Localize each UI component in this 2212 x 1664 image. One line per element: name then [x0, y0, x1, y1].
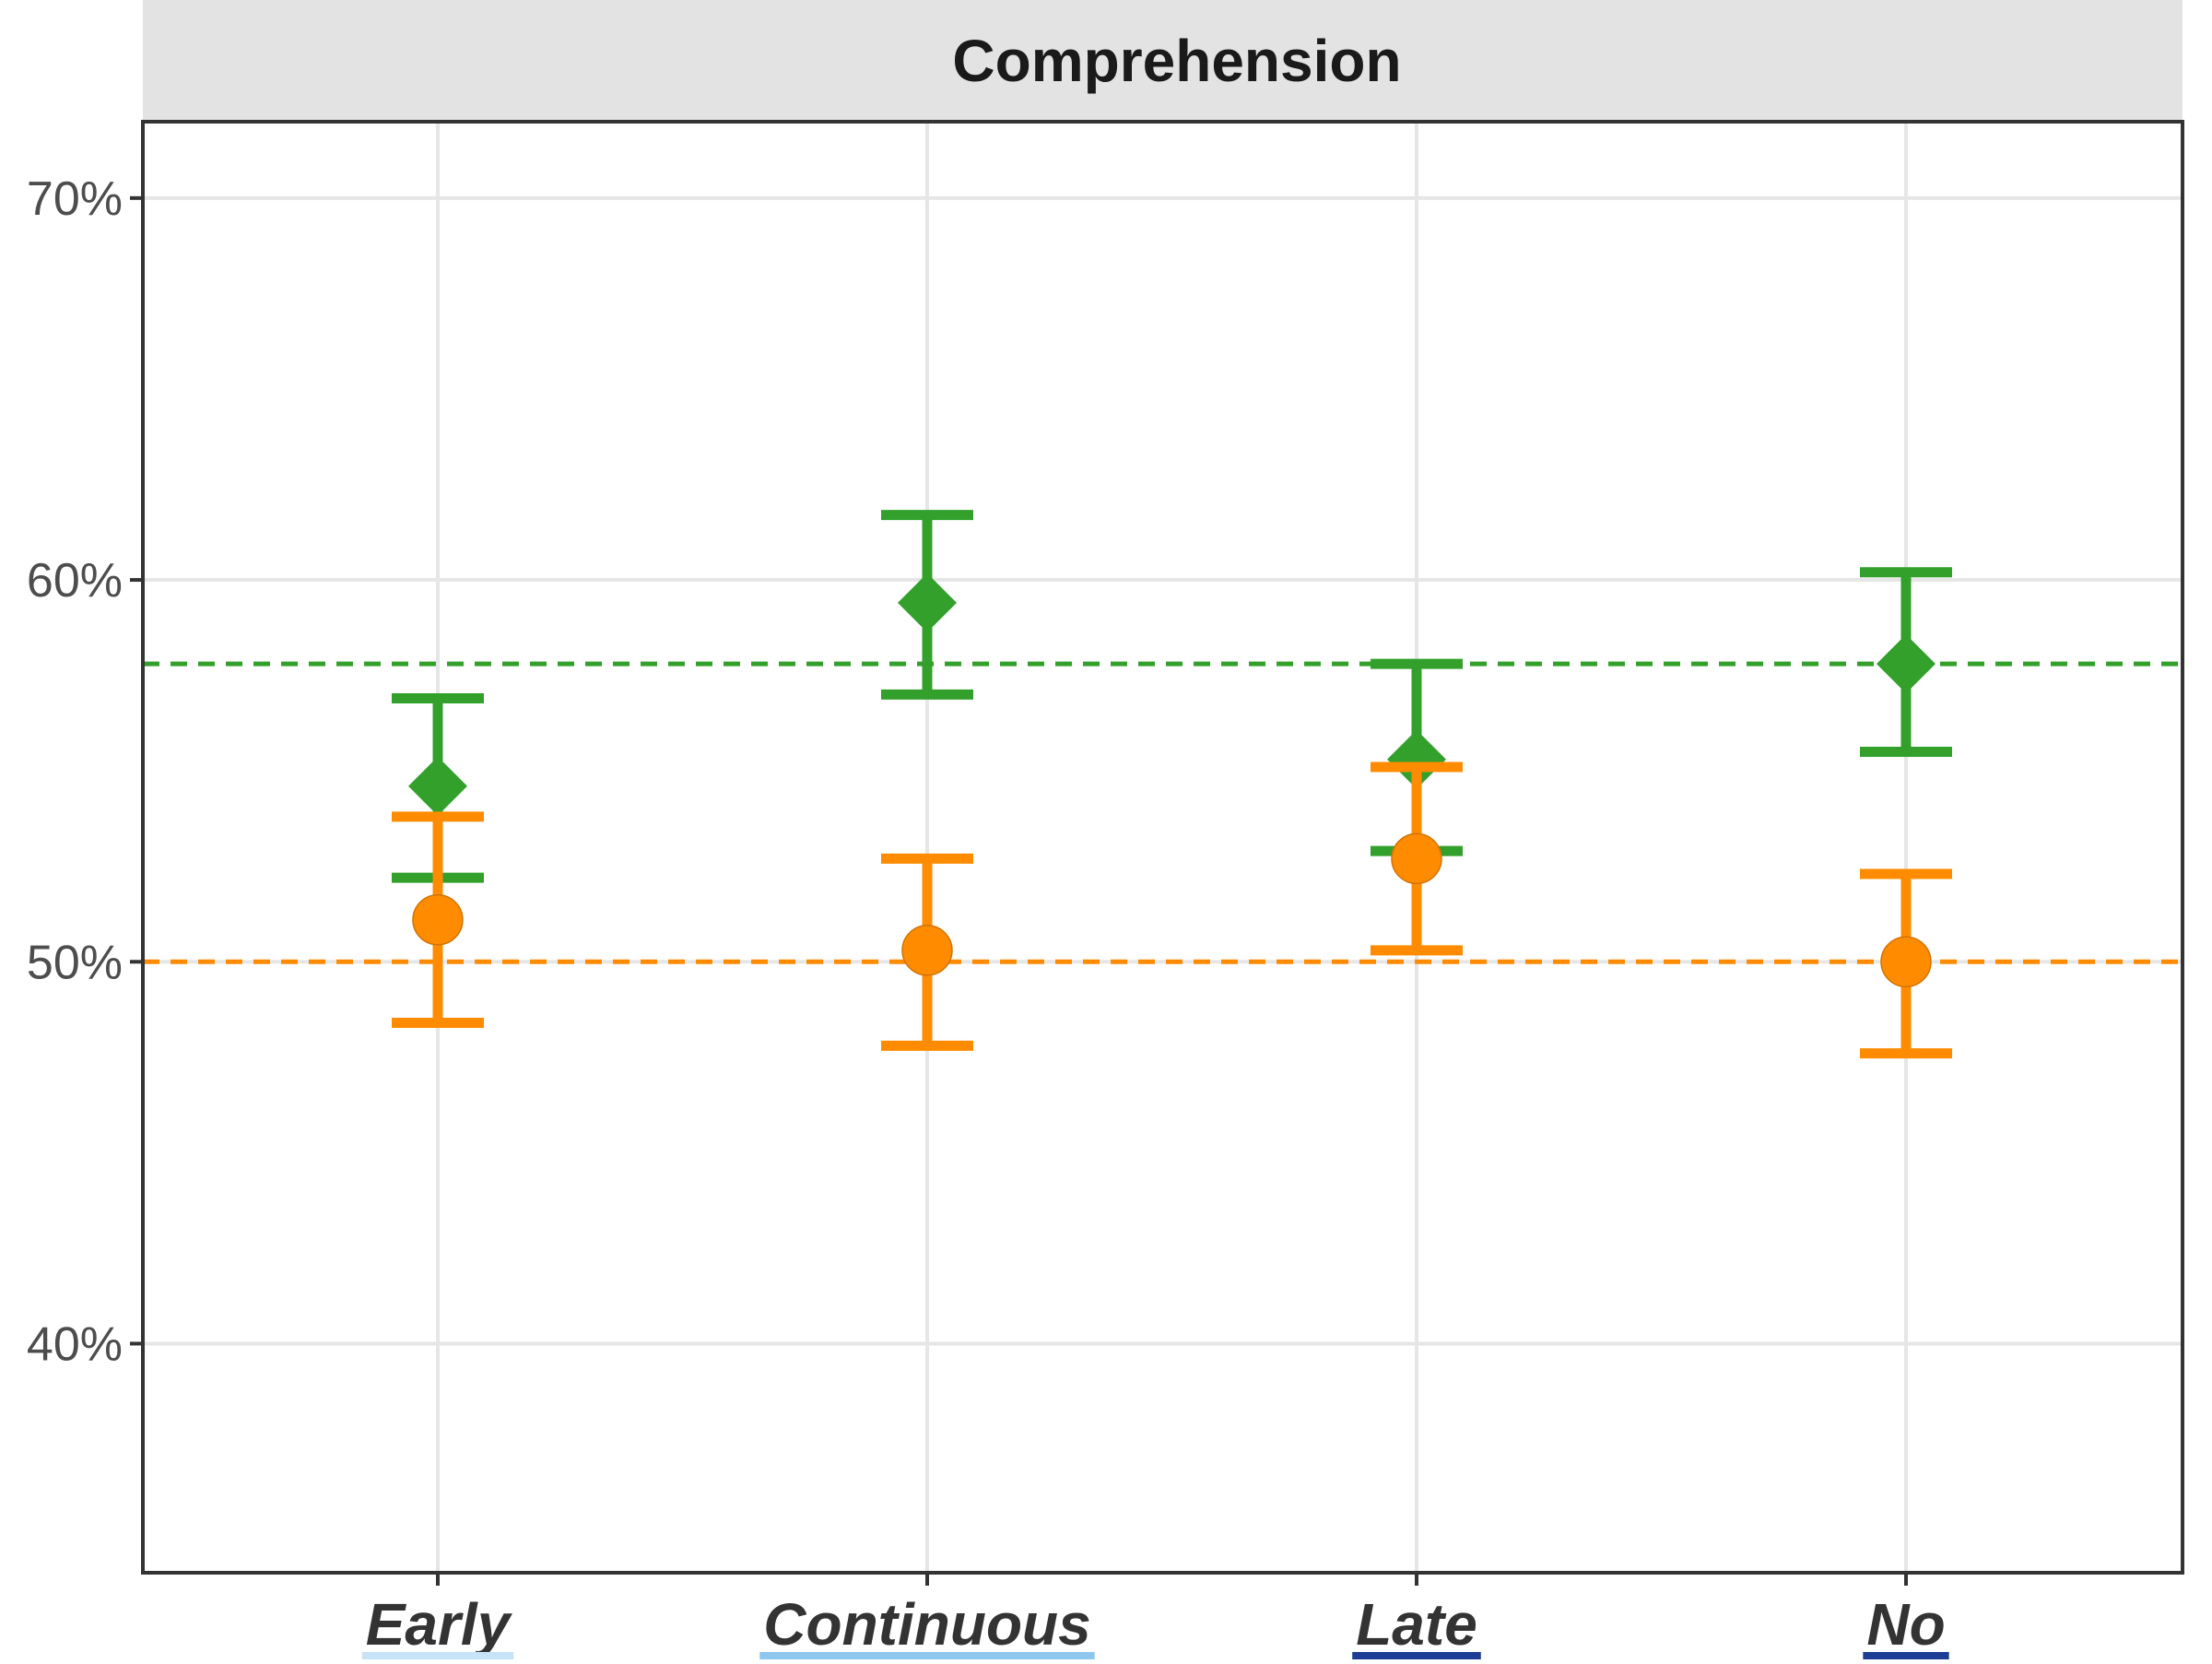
x-tick-label-2: Late [1356, 1591, 1477, 1658]
x-label-underline-3 [1863, 1652, 1949, 1659]
x-label-underline-2 [1352, 1652, 1481, 1659]
x-tick-label-3: No [1866, 1591, 1945, 1658]
point-circle [412, 893, 464, 946]
series-0-point-group-3 [1860, 567, 1952, 757]
y-tick-label-3: 70% [27, 172, 123, 226]
title-strip [143, 0, 2183, 122]
point-diamond [1877, 634, 1936, 694]
series-0-point-group-1 [881, 510, 973, 700]
y-tick-label-0: 40% [27, 1317, 123, 1371]
grid [143, 122, 2183, 1573]
point-circle [1880, 936, 1932, 988]
x-label-underline-1 [759, 1652, 1095, 1659]
x-label-underline-0 [361, 1652, 514, 1659]
y-axis: 40% 50% 60% 70% [27, 172, 143, 1371]
point-diamond [408, 756, 467, 816]
x-axis: Early Continuous Late No [361, 1573, 1949, 1659]
series-1-point-group-3 [1860, 868, 1952, 1059]
point-circle [901, 925, 953, 976]
point-diamond [1387, 729, 1446, 789]
data-marks [392, 510, 1952, 1059]
series-0-point-group-2 [1371, 658, 1463, 856]
y-tick-label-1: 50% [27, 936, 123, 989]
series-1-point-group-2 [1371, 761, 1463, 956]
point-circle [1391, 832, 1442, 885]
series-1-point-group-0 [392, 811, 484, 1029]
chart-title: Comprehension [952, 28, 1401, 94]
x-tick-label-1: Continuous [763, 1591, 1090, 1658]
point-diamond [898, 572, 957, 632]
x-tick-label-0: Early [366, 1591, 513, 1658]
y-tick-label-2: 60% [27, 554, 123, 608]
panel-border [141, 120, 2184, 1575]
series-1-point-group-1 [881, 853, 973, 1051]
reference-lines [143, 661, 2183, 964]
